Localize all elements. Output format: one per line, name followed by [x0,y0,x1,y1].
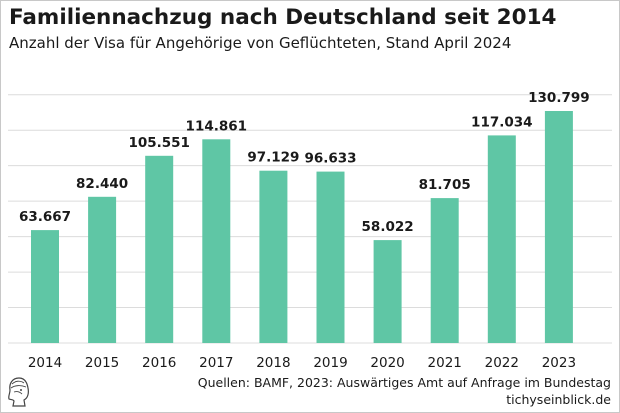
value-label-2022: 117.034 [471,114,533,130]
x-tick-label-2016: 2016 [142,355,176,371]
x-tick-label-2017: 2017 [199,355,233,371]
x-tick-label-2014: 2014 [28,355,62,371]
value-label-2017: 114.861 [186,118,248,134]
bar-2018 [259,170,288,343]
bars [31,111,573,343]
x-tick-label-2020: 2020 [370,355,404,371]
bar-2017 [202,139,231,343]
x-tick-label-2023: 2023 [542,355,576,371]
value-label-2014: 63.667 [19,209,71,225]
x-tick-label-2022: 2022 [485,355,519,371]
value-label-2021: 81.705 [419,177,471,193]
brand-logo-icon [8,377,29,407]
value-label-2018: 97.129 [247,150,299,166]
x-tick-label-2021: 2021 [428,355,462,371]
bar-2014 [31,230,59,343]
bar-2016 [145,155,174,343]
source-note: Quellen: BAMF, 2023: Auswärtiges Amt auf… [197,375,611,390]
bar-2020 [373,240,402,343]
x-tick-label-2015: 2015 [85,355,119,371]
bar-2022 [487,135,516,343]
bar-2019 [316,171,345,343]
value-label-2020: 58.022 [362,219,414,235]
page-title: Familiennachzug nach Deutschland seit 20… [9,5,557,30]
value-label-2023: 130.799 [528,90,590,106]
bar-2021 [430,198,459,343]
x-tick-label-2019: 2019 [313,355,347,371]
value-label-2015: 82.440 [76,176,128,192]
page-subtitle: Anzahl der Visa für Angehörige von Geflü… [9,34,512,52]
value-label-2019: 96.633 [304,151,356,167]
bar-2015 [88,196,117,343]
value-label-2016: 105.551 [128,135,190,151]
x-tick-label-2018: 2018 [256,355,290,371]
bar-2023 [544,111,573,343]
brand-name: tichyseinblick.de [506,392,611,407]
x-tick-labels: 2014 2015 2016 2017 2018 2019 2020 2021 2022 2023 [28,355,576,371]
